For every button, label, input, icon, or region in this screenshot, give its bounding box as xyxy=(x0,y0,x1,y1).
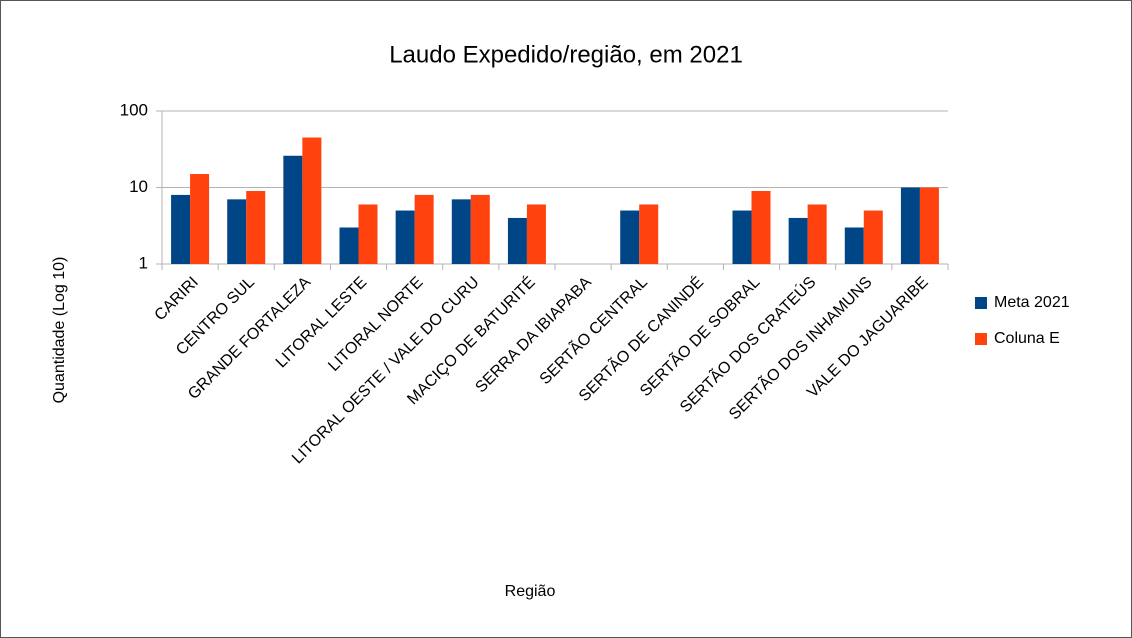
bar xyxy=(900,187,920,264)
bar xyxy=(190,174,210,264)
bar xyxy=(302,137,322,264)
y-tick-label: 100 xyxy=(120,100,148,119)
x-axis-label: Região xyxy=(505,583,556,600)
bar xyxy=(639,204,659,264)
bar xyxy=(620,210,640,264)
bar xyxy=(414,194,434,264)
bar xyxy=(526,204,546,264)
bar xyxy=(919,187,939,264)
bar xyxy=(339,227,359,264)
chart-title: Laudo Expedido/região, em 2021 xyxy=(389,41,743,68)
bar xyxy=(358,204,378,264)
bar xyxy=(283,155,303,264)
legend-label: Coluna E xyxy=(994,330,1060,347)
bar xyxy=(470,194,490,264)
bar xyxy=(395,210,415,264)
bar xyxy=(171,194,191,264)
bar xyxy=(807,204,827,264)
y-axis-label: Quantidade (Log 10) xyxy=(51,257,68,404)
bar xyxy=(732,210,752,264)
legend-swatch xyxy=(975,333,987,345)
y-tick-label: 1 xyxy=(139,253,148,272)
bar xyxy=(751,191,771,264)
legend-swatch xyxy=(975,297,987,309)
bar xyxy=(451,199,471,264)
bar xyxy=(844,227,864,264)
legend-label: Meta 2021 xyxy=(994,294,1070,311)
bar xyxy=(507,217,527,264)
bar xyxy=(246,191,266,264)
bar xyxy=(788,217,808,264)
y-tick-label: 10 xyxy=(129,177,148,196)
bar xyxy=(227,199,247,264)
bar xyxy=(863,210,883,264)
